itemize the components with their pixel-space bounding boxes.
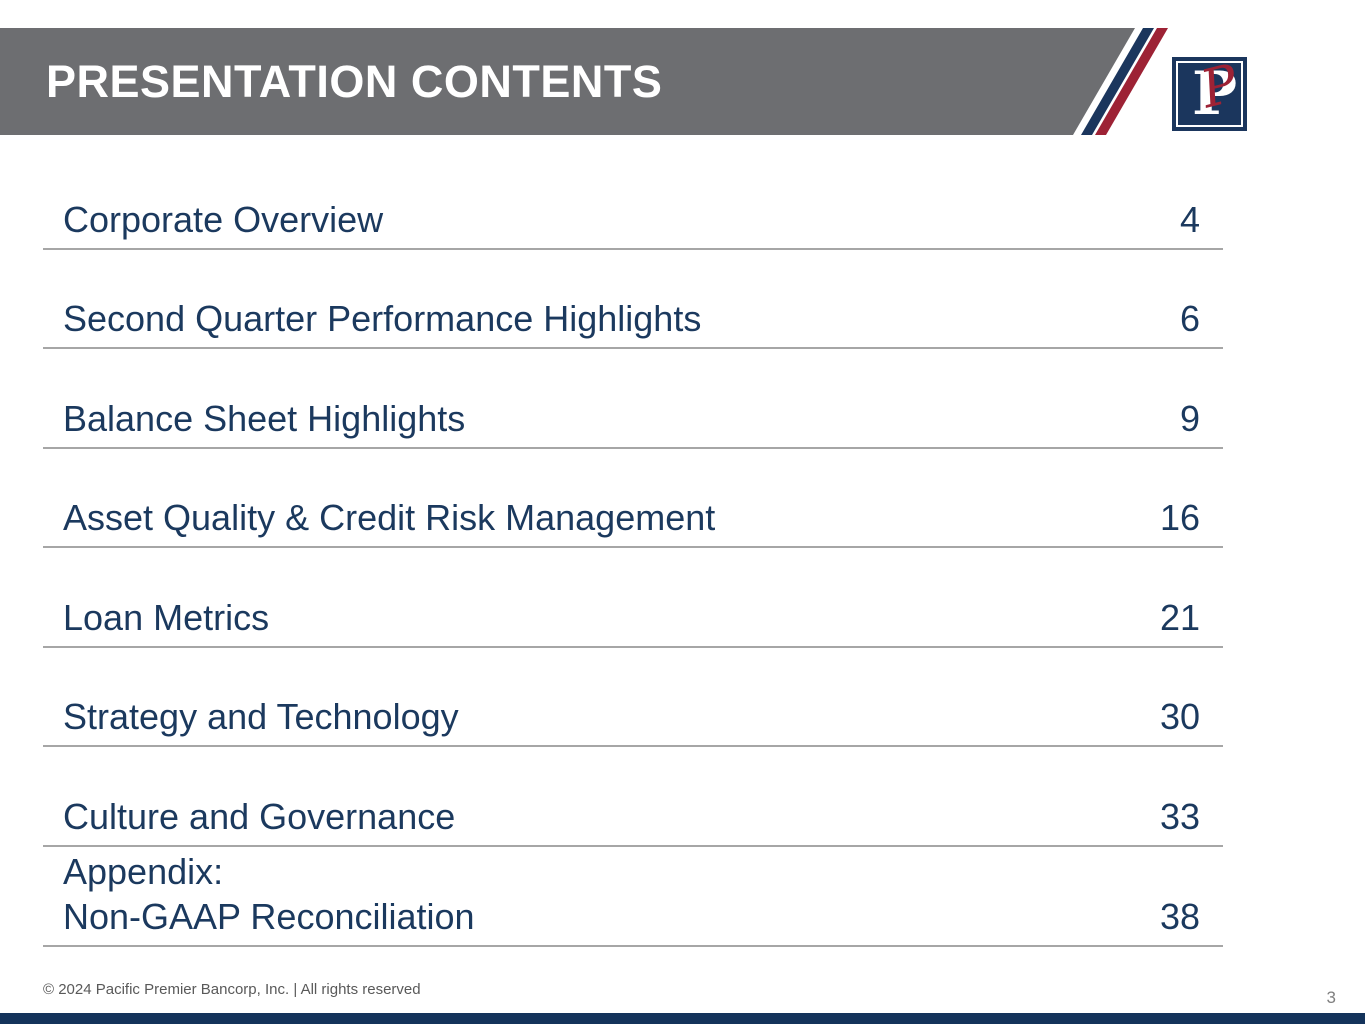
company-logo-frame: P P	[1176, 61, 1243, 127]
toc-item-label: Appendix: Non-GAAP Reconciliation	[43, 849, 475, 939]
toc-item-corporate-overview[interactable]: Corporate Overview 4	[43, 150, 1223, 250]
toc-item-label: Balance Sheet Highlights	[63, 397, 466, 439]
toc-item-page-number: 9	[1179, 397, 1200, 439]
toc-item-page-number: 4	[1179, 198, 1200, 240]
toc-item-second-quarter-performance-highlights[interactable]: Second Quarter Performance Highlights 6	[43, 250, 1223, 349]
toc-item-label: Loan Metrics	[63, 596, 270, 638]
toc-item-page-number: 21	[1159, 596, 1200, 638]
toc-item-page-number: 6	[1179, 298, 1200, 339]
toc-item-page-number: 38	[1159, 895, 1200, 937]
toc-item-page-number: 33	[1159, 795, 1200, 837]
toc-item-label: Strategy and Technology	[63, 696, 459, 737]
toc-item-loan-metrics[interactable]: Loan Metrics 21	[43, 548, 1223, 648]
page-title: PRESENTATION CONTENTS	[46, 55, 663, 107]
toc-item-balance-sheet-highlights[interactable]: Balance Sheet Highlights 9	[43, 349, 1223, 449]
toc-item-culture-and-governance[interactable]: Culture and Governance 33	[43, 747, 1223, 847]
toc-item-asset-quality-credit-risk-management[interactable]: Asset Quality & Credit Risk Management 1…	[43, 449, 1223, 548]
toc-item-label-line1: Appendix:	[63, 850, 224, 892]
bottom-accent-bar	[0, 1013, 1365, 1024]
toc-item-label: Second Quarter Performance Highlights	[63, 298, 702, 339]
table-of-contents: Corporate Overview 4 Second Quarter Perf…	[43, 150, 1223, 947]
toc-item-label: Asset Quality & Credit Risk Management	[63, 497, 716, 538]
toc-item-strategy-and-technology[interactable]: Strategy and Technology 30	[43, 648, 1223, 747]
slide-page-number: 3	[1326, 988, 1336, 1007]
logo-monogram-letter: P	[1192, 61, 1238, 127]
company-logo: P P	[1172, 57, 1247, 131]
header-banner: PRESENTATION CONTENTS	[0, 28, 1365, 135]
banner-decoration	[0, 28, 1168, 135]
toc-item-page-number: 16	[1159, 497, 1200, 538]
toc-item-label: Culture and Governance	[63, 795, 456, 837]
toc-item-label-line2: Non-GAAP Reconciliation	[63, 895, 475, 937]
toc-item-label: Corporate Overview	[63, 198, 384, 240]
copyright-text: © 2024 Pacific Premier Bancorp, Inc. | A…	[43, 981, 421, 998]
toc-item-page-number: 30	[1159, 696, 1200, 737]
toc-item-appendix-non-gaap-reconciliation[interactable]: Appendix: Non-GAAP Reconciliation 38	[43, 847, 1223, 947]
